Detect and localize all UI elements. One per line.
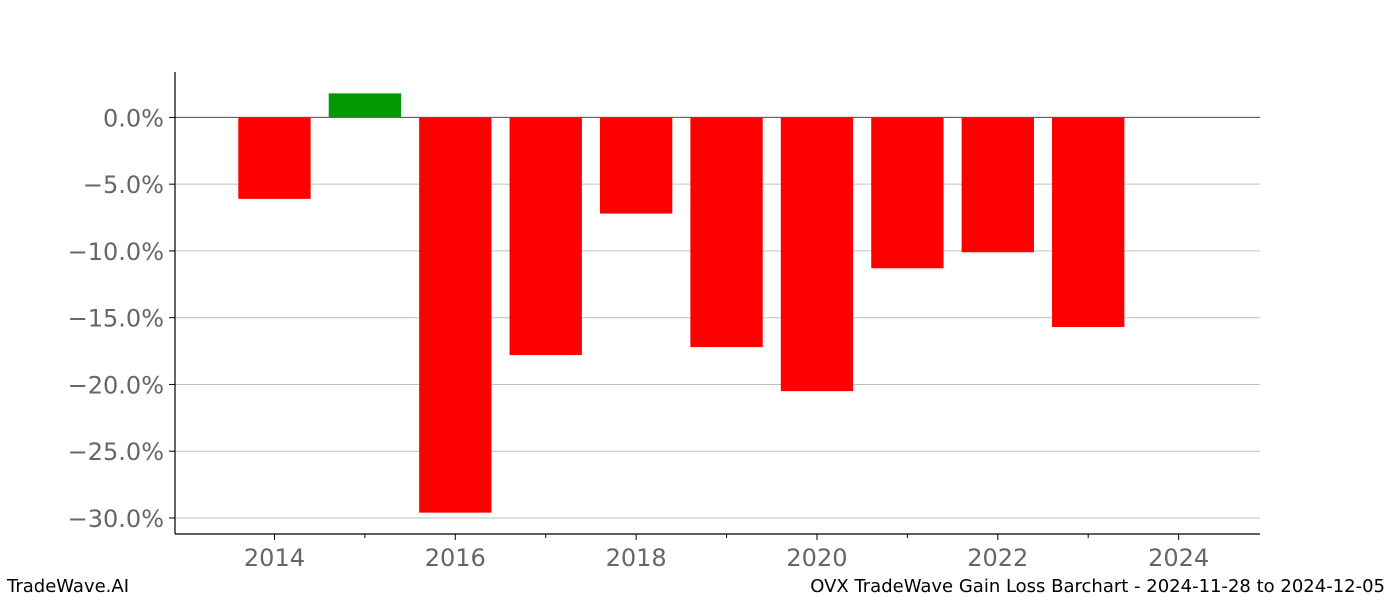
x-tick-label: 2022 xyxy=(967,544,1028,572)
y-tick-label: −25.0% xyxy=(68,438,164,466)
bar-2020 xyxy=(780,117,854,392)
x-tick-label: 2020 xyxy=(786,544,847,572)
chart-caption: OVX TradeWave Gain Loss Barchart - 2024-… xyxy=(810,576,1385,597)
x-tick-label: 2018 xyxy=(606,544,667,572)
x-tick-label: 2014 xyxy=(244,544,305,572)
y-tick-label: −15.0% xyxy=(68,305,164,333)
bar-2021 xyxy=(871,117,944,269)
bar-2014 xyxy=(238,117,311,199)
bar-2022 xyxy=(961,117,1034,253)
bars xyxy=(238,93,1125,513)
y-tick-label: −30.0% xyxy=(68,505,164,533)
x-tick-label: 2016 xyxy=(425,544,486,572)
y-tick-label: −10.0% xyxy=(68,238,164,266)
x-tick-label: 2024 xyxy=(1148,544,1209,572)
bar-2015 xyxy=(328,93,402,118)
bar-2023 xyxy=(1052,117,1125,328)
y-tick-label: −20.0% xyxy=(68,371,164,399)
axes xyxy=(174,72,1260,535)
bar-2019 xyxy=(690,117,763,348)
y-ticks: 0.0% −5.0% −10.0% −15.0% −20.0% −25.0% −30.0% xyxy=(68,104,175,533)
bar-2017 xyxy=(509,117,582,356)
y-tick-label: −5.0% xyxy=(83,171,164,199)
brand-label: TradeWave.AI xyxy=(7,576,130,597)
x-ticks: 2014 2016 2018 2020 2022 2024 xyxy=(244,534,1209,572)
bar-2018 xyxy=(599,117,673,214)
y-tick-label: 0.0% xyxy=(103,104,164,132)
bar-2016 xyxy=(419,117,492,513)
